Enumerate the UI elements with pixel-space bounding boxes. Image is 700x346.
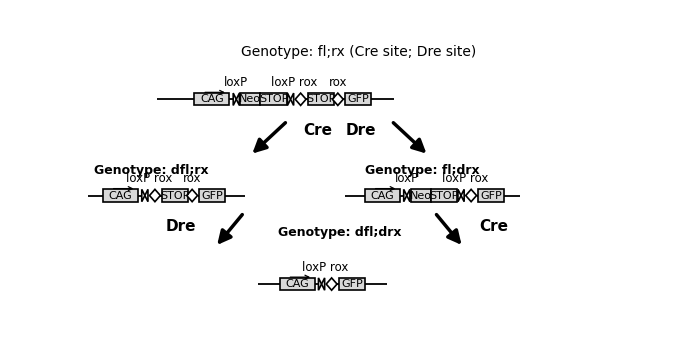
Text: loxP rox: loxP rox (442, 172, 488, 185)
Polygon shape (288, 93, 290, 106)
Bar (411, 189, 430, 202)
Text: GFP: GFP (202, 191, 223, 201)
Polygon shape (321, 278, 325, 290)
Text: STOP: STOP (306, 94, 335, 104)
Polygon shape (326, 278, 337, 290)
Text: STOP: STOP (160, 191, 190, 201)
Polygon shape (233, 93, 237, 106)
Bar (103, 189, 138, 202)
Text: CAG: CAG (370, 191, 394, 201)
Bar (195, 93, 230, 106)
Text: loxP rox: loxP rox (271, 76, 318, 89)
Bar (478, 189, 505, 202)
Text: loxP rox: loxP rox (302, 261, 349, 274)
Polygon shape (466, 189, 477, 202)
Bar (199, 189, 225, 202)
Polygon shape (404, 189, 407, 202)
Polygon shape (150, 189, 160, 202)
Text: Neo: Neo (239, 94, 261, 104)
Text: Cre: Cre (480, 219, 509, 234)
Text: Cre: Cre (303, 123, 332, 138)
Text: Genotype: dfl;drx: Genotype: dfl;drx (279, 226, 402, 239)
Text: rox: rox (183, 172, 202, 185)
Text: Genotype: fl;rx (Cre site; Dre site): Genotype: fl;rx (Cre site; Dre site) (241, 45, 477, 58)
Text: rox: rox (328, 76, 347, 89)
Polygon shape (458, 189, 461, 202)
Bar (365, 189, 400, 202)
Text: loxP rox: loxP rox (125, 172, 172, 185)
Text: Genotype: fl;drx: Genotype: fl;drx (365, 164, 480, 177)
Bar (339, 278, 365, 290)
Text: loxP: loxP (224, 76, 248, 89)
Bar (307, 93, 334, 106)
Bar (260, 93, 287, 106)
Polygon shape (187, 189, 197, 202)
Text: CAG: CAG (108, 191, 132, 201)
Bar (162, 189, 188, 202)
Text: GFP: GFP (341, 279, 363, 289)
Bar (280, 278, 314, 290)
Polygon shape (318, 278, 321, 290)
Bar (345, 93, 371, 106)
Bar (430, 189, 457, 202)
Polygon shape (290, 93, 294, 106)
Text: Genotype: dfl;rx: Genotype: dfl;rx (94, 164, 209, 177)
Polygon shape (295, 93, 306, 106)
Polygon shape (145, 189, 148, 202)
Text: Dre: Dre (345, 123, 376, 138)
Polygon shape (332, 93, 343, 106)
Text: STOP: STOP (429, 191, 458, 201)
Text: GFP: GFP (480, 191, 502, 201)
Polygon shape (141, 189, 145, 202)
Text: CAG: CAG (200, 94, 224, 104)
Polygon shape (407, 189, 410, 202)
Polygon shape (237, 93, 239, 106)
Text: GFP: GFP (347, 94, 369, 104)
Text: loxP: loxP (395, 172, 419, 185)
Polygon shape (461, 189, 464, 202)
Bar (240, 93, 260, 106)
Text: CAG: CAG (286, 279, 309, 289)
Text: Neo: Neo (410, 191, 432, 201)
Text: Dre: Dre (165, 219, 196, 234)
Text: STOP: STOP (259, 94, 288, 104)
